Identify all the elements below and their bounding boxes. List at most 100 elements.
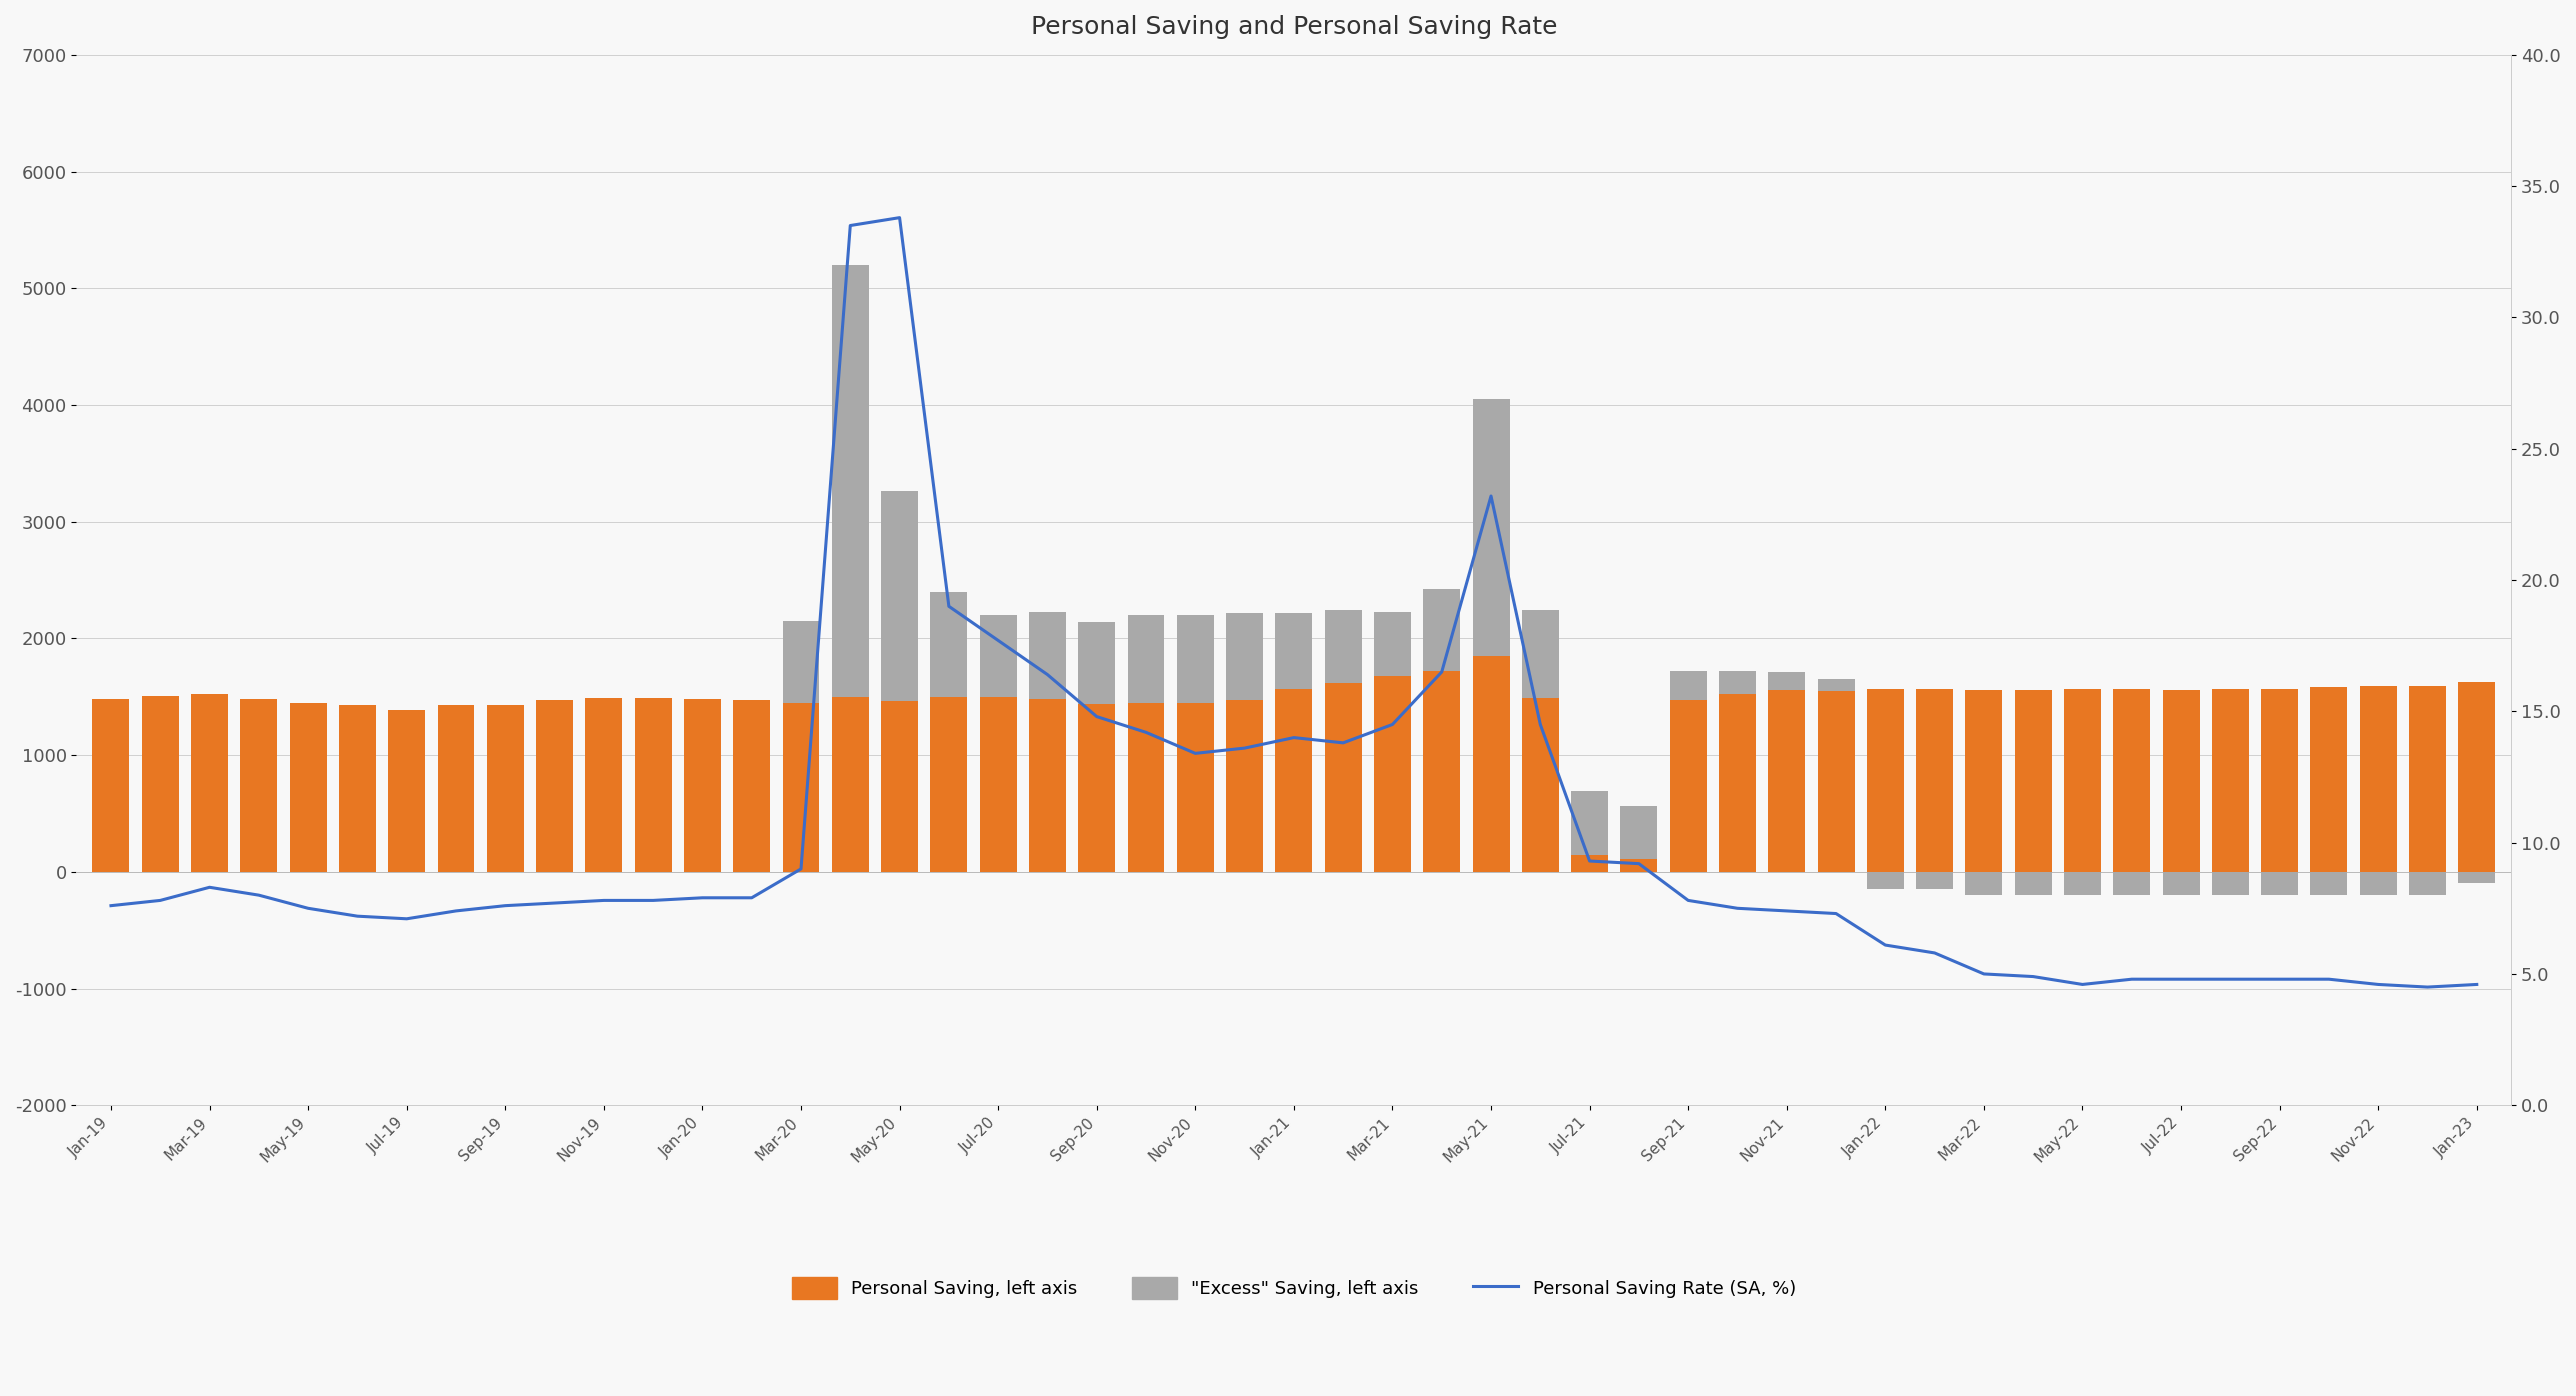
Personal Saving Rate (SA, %) bbox=[2066, 976, 2097, 993]
Personal Saving Rate (SA, %) bbox=[144, 892, 175, 909]
Bar bbox=[2164, 872, 2200, 895]
Personal Saving Rate (SA, %) bbox=[884, 209, 914, 226]
Bar bbox=[1177, 702, 1213, 872]
Bar bbox=[1079, 623, 1115, 704]
Bar bbox=[734, 701, 770, 872]
Bar bbox=[585, 698, 623, 872]
Bar bbox=[2112, 688, 2151, 872]
Personal Saving Rate (SA, %) bbox=[933, 597, 963, 614]
Personal Saving Rate (SA, %) bbox=[489, 898, 520, 914]
Personal Saving Rate (SA, %) bbox=[1870, 937, 1901, 953]
Bar bbox=[191, 694, 229, 872]
Personal Saving Rate (SA, %) bbox=[2017, 969, 2048, 986]
Personal Saving Rate (SA, %) bbox=[1525, 716, 1556, 733]
Bar bbox=[634, 698, 672, 872]
Personal Saving Rate (SA, %) bbox=[538, 895, 569, 912]
Bar bbox=[1028, 699, 1066, 872]
Bar bbox=[1324, 683, 1363, 872]
Personal Saving Rate (SA, %) bbox=[1968, 966, 1999, 983]
Bar bbox=[1917, 872, 1953, 889]
Bar bbox=[1767, 690, 1806, 872]
Bar bbox=[881, 491, 917, 701]
Bar bbox=[1275, 613, 1311, 688]
Personal Saving Rate (SA, %) bbox=[2411, 979, 2442, 995]
Line: Personal Saving Rate (SA, %): Personal Saving Rate (SA, %) bbox=[111, 218, 2476, 987]
Bar bbox=[487, 705, 523, 872]
Personal Saving Rate (SA, %) bbox=[1919, 945, 1950, 962]
Bar bbox=[1522, 610, 1558, 698]
Personal Saving Rate (SA, %) bbox=[2362, 976, 2393, 993]
Bar bbox=[1819, 691, 1855, 872]
Bar bbox=[1718, 671, 1757, 694]
Bar bbox=[1669, 671, 1708, 701]
Bar bbox=[2360, 687, 2396, 872]
Bar bbox=[289, 702, 327, 872]
Personal Saving Rate (SA, %) bbox=[1476, 487, 1507, 504]
Bar bbox=[1275, 688, 1311, 872]
Bar bbox=[240, 699, 278, 872]
Bar bbox=[832, 265, 868, 697]
Bar bbox=[783, 621, 819, 702]
Personal Saving Rate (SA, %) bbox=[1821, 905, 1852, 921]
Personal Saving Rate (SA, %) bbox=[981, 632, 1012, 649]
Bar bbox=[1226, 701, 1262, 872]
Personal Saving Rate (SA, %) bbox=[1229, 740, 1260, 757]
Bar bbox=[832, 697, 868, 872]
Bar bbox=[930, 697, 969, 872]
Personal Saving Rate (SA, %) bbox=[2215, 970, 2246, 987]
Personal Saving Rate (SA, %) bbox=[1180, 745, 1211, 762]
Bar bbox=[438, 705, 474, 872]
Bar bbox=[881, 701, 917, 872]
Bar bbox=[2311, 687, 2347, 872]
Bar bbox=[93, 699, 129, 872]
Bar bbox=[1473, 656, 1510, 872]
Bar bbox=[685, 699, 721, 872]
Personal Saving Rate (SA, %) bbox=[1672, 892, 1703, 909]
Personal Saving Rate (SA, %) bbox=[835, 218, 866, 235]
Bar bbox=[536, 701, 572, 872]
Bar bbox=[2112, 872, 2151, 895]
Bar bbox=[1028, 611, 1066, 699]
Personal Saving Rate (SA, %) bbox=[737, 889, 768, 906]
Bar bbox=[2458, 681, 2496, 872]
Bar bbox=[1177, 616, 1213, 702]
Bar bbox=[1571, 792, 1607, 856]
Personal Saving Rate (SA, %) bbox=[1721, 900, 1752, 917]
Bar bbox=[2014, 872, 2050, 895]
Bar bbox=[1868, 688, 1904, 872]
Bar bbox=[1079, 704, 1115, 872]
Personal Saving Rate (SA, %) bbox=[1623, 856, 1654, 872]
Bar bbox=[2262, 688, 2298, 872]
Bar bbox=[1522, 698, 1558, 872]
Bar bbox=[389, 709, 425, 872]
Personal Saving Rate (SA, %) bbox=[343, 907, 374, 924]
Bar bbox=[1669, 701, 1708, 872]
Bar bbox=[979, 697, 1018, 872]
Personal Saving Rate (SA, %) bbox=[2117, 970, 2148, 987]
Bar bbox=[1620, 807, 1656, 859]
Bar bbox=[2409, 687, 2447, 872]
Title: Personal Saving and Personal Saving Rate: Personal Saving and Personal Saving Rate bbox=[1030, 15, 1556, 39]
Bar bbox=[979, 616, 1018, 697]
Bar bbox=[1718, 694, 1757, 872]
Personal Saving Rate (SA, %) bbox=[294, 900, 325, 917]
Bar bbox=[1767, 673, 1806, 690]
Personal Saving Rate (SA, %) bbox=[440, 903, 471, 920]
Personal Saving Rate (SA, %) bbox=[1082, 708, 1113, 725]
Personal Saving Rate (SA, %) bbox=[2166, 970, 2197, 987]
Personal Saving Rate (SA, %) bbox=[1033, 666, 1064, 683]
Bar bbox=[2311, 872, 2347, 895]
Bar bbox=[1571, 856, 1607, 872]
Bar bbox=[1868, 872, 1904, 889]
Personal Saving Rate (SA, %) bbox=[1427, 663, 1458, 680]
Bar bbox=[2063, 872, 2102, 895]
Bar bbox=[2360, 872, 2396, 895]
Personal Saving Rate (SA, %) bbox=[1278, 729, 1309, 745]
Bar bbox=[1965, 690, 2002, 872]
Personal Saving Rate (SA, %) bbox=[95, 898, 126, 914]
Personal Saving Rate (SA, %) bbox=[639, 892, 670, 909]
Bar bbox=[142, 695, 178, 872]
Bar bbox=[2409, 872, 2447, 895]
Bar bbox=[1965, 872, 2002, 895]
Bar bbox=[1917, 688, 1953, 872]
